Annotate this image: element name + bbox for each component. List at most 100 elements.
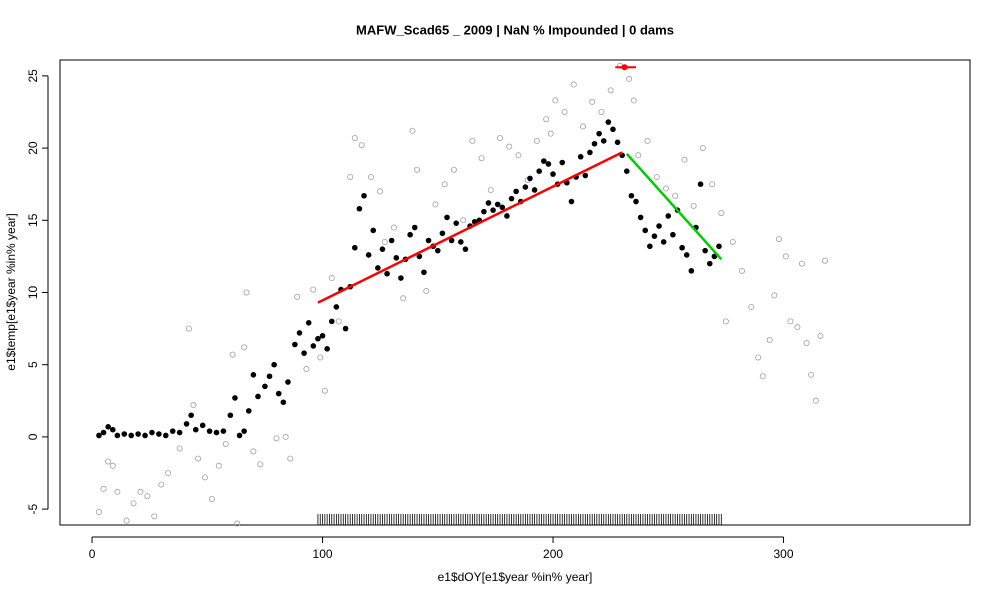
point bbox=[356, 205, 363, 212]
point bbox=[199, 422, 206, 429]
point bbox=[531, 187, 538, 193]
point bbox=[183, 421, 190, 427]
peak-point bbox=[621, 64, 628, 71]
y-tick-label: 5 bbox=[26, 361, 40, 368]
point bbox=[494, 201, 501, 208]
y-tick-label: 10 bbox=[26, 286, 40, 300]
point bbox=[506, 143, 513, 150]
point bbox=[100, 485, 107, 492]
point bbox=[739, 267, 746, 274]
point bbox=[536, 168, 543, 174]
point bbox=[605, 119, 612, 125]
point bbox=[716, 243, 722, 250]
point bbox=[257, 461, 264, 468]
point bbox=[280, 399, 287, 406]
point bbox=[215, 462, 222, 469]
point bbox=[310, 286, 317, 293]
point bbox=[156, 431, 162, 437]
point bbox=[149, 429, 155, 436]
point bbox=[220, 428, 227, 434]
point bbox=[377, 188, 384, 195]
point bbox=[688, 268, 695, 274]
point bbox=[550, 171, 556, 177]
y-tick-label: 15 bbox=[26, 213, 40, 227]
point bbox=[545, 161, 552, 167]
point bbox=[262, 383, 268, 390]
point bbox=[206, 428, 213, 434]
point bbox=[321, 387, 328, 394]
point bbox=[384, 270, 390, 277]
point bbox=[370, 227, 377, 234]
point bbox=[142, 432, 148, 439]
point bbox=[324, 346, 330, 352]
point bbox=[227, 412, 234, 419]
point bbox=[390, 224, 397, 231]
point bbox=[255, 393, 261, 400]
point bbox=[630, 97, 637, 104]
point bbox=[487, 186, 494, 193]
point bbox=[328, 275, 335, 282]
point bbox=[192, 426, 199, 433]
point bbox=[379, 246, 386, 252]
point bbox=[718, 210, 725, 217]
x-axis-label: e1$dOY[e1$year %in% year] bbox=[438, 570, 593, 584]
point bbox=[547, 130, 554, 137]
point bbox=[96, 432, 102, 439]
point bbox=[702, 247, 708, 254]
point bbox=[365, 252, 372, 258]
point bbox=[400, 295, 407, 302]
point bbox=[499, 204, 506, 211]
point bbox=[644, 137, 651, 144]
point bbox=[589, 98, 596, 105]
point bbox=[301, 350, 307, 356]
point bbox=[162, 432, 169, 439]
point bbox=[114, 488, 121, 495]
point bbox=[660, 239, 667, 245]
point bbox=[130, 500, 137, 507]
point bbox=[250, 372, 257, 378]
point bbox=[190, 402, 197, 409]
point bbox=[803, 340, 810, 347]
point bbox=[653, 173, 660, 180]
point bbox=[188, 412, 194, 419]
point bbox=[236, 432, 243, 439]
point bbox=[568, 198, 575, 205]
point bbox=[411, 224, 418, 231]
point bbox=[808, 371, 815, 378]
point bbox=[121, 431, 128, 437]
point bbox=[729, 238, 736, 245]
x-tick-label: 100 bbox=[313, 547, 333, 561]
point bbox=[460, 217, 467, 224]
point bbox=[388, 237, 395, 244]
point bbox=[481, 208, 487, 215]
point bbox=[319, 333, 326, 339]
point bbox=[305, 320, 312, 326]
point bbox=[748, 303, 755, 310]
point bbox=[453, 220, 460, 226]
point bbox=[229, 351, 236, 358]
point bbox=[559, 159, 566, 166]
point bbox=[315, 335, 321, 342]
point bbox=[201, 474, 208, 481]
point bbox=[651, 233, 658, 239]
point bbox=[755, 354, 762, 361]
point bbox=[232, 395, 238, 401]
point bbox=[434, 247, 441, 254]
point bbox=[296, 330, 303, 336]
point bbox=[144, 493, 151, 500]
point bbox=[213, 429, 220, 436]
point bbox=[241, 344, 248, 351]
point bbox=[469, 137, 476, 144]
point bbox=[709, 181, 716, 188]
point bbox=[787, 318, 794, 325]
point bbox=[185, 325, 192, 332]
point bbox=[614, 139, 621, 146]
point bbox=[577, 153, 584, 160]
point bbox=[642, 227, 649, 234]
point bbox=[310, 343, 317, 349]
point bbox=[333, 304, 340, 310]
point bbox=[287, 455, 294, 462]
point bbox=[623, 168, 630, 174]
point bbox=[137, 488, 144, 495]
point bbox=[416, 253, 423, 260]
